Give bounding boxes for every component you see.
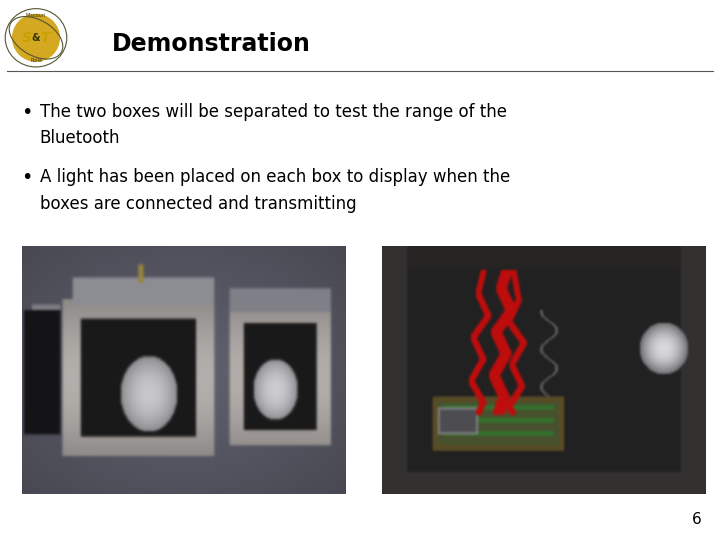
Text: A light has been placed on each box to display when the: A light has been placed on each box to d… xyxy=(40,168,510,186)
Text: Missouri: Missouri xyxy=(26,12,46,18)
Text: •: • xyxy=(22,103,33,122)
Text: •: • xyxy=(22,168,33,187)
Text: Demonstration: Demonstration xyxy=(112,32,310,56)
Text: T: T xyxy=(40,31,50,45)
Text: Rolla: Rolla xyxy=(30,58,42,63)
Text: 6: 6 xyxy=(692,511,702,526)
Text: &: & xyxy=(32,33,40,43)
Text: S: S xyxy=(22,31,32,45)
Text: boxes are connected and transmitting: boxes are connected and transmitting xyxy=(40,195,356,213)
Text: Bluetooth: Bluetooth xyxy=(40,129,120,146)
Ellipse shape xyxy=(13,15,59,61)
Text: The two boxes will be separated to test the range of the: The two boxes will be separated to test … xyxy=(40,103,507,120)
